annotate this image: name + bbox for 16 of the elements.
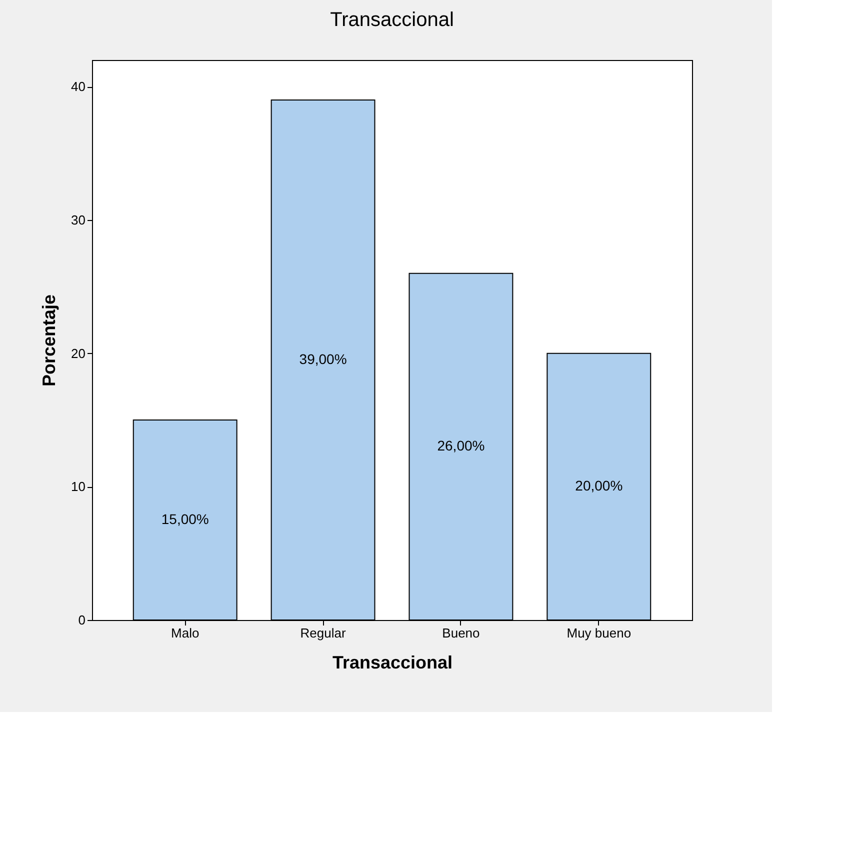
x-tick-label: Bueno [442, 626, 480, 640]
y-tick-label: 20 [71, 346, 86, 361]
y-tick-label: 10 [71, 479, 86, 494]
data-label: 15,00% [161, 511, 209, 527]
chart-title: Transaccional [330, 9, 454, 31]
x-tick-label: Regular [300, 626, 346, 640]
data-label: 26,00% [437, 438, 485, 454]
x-tick-label: Malo [171, 626, 200, 640]
y-axis-title: Porcentaje [39, 294, 60, 387]
y-tick-label: 40 [71, 79, 86, 94]
y-tick-label: 0 [78, 612, 86, 628]
y-tick-label: 30 [71, 212, 86, 228]
x-axis-title: Transaccional [332, 652, 453, 672]
x-tick-label: Muy bueno [566, 626, 632, 640]
data-label: 20,00% [575, 478, 623, 494]
data-label: 39,00% [299, 351, 347, 367]
